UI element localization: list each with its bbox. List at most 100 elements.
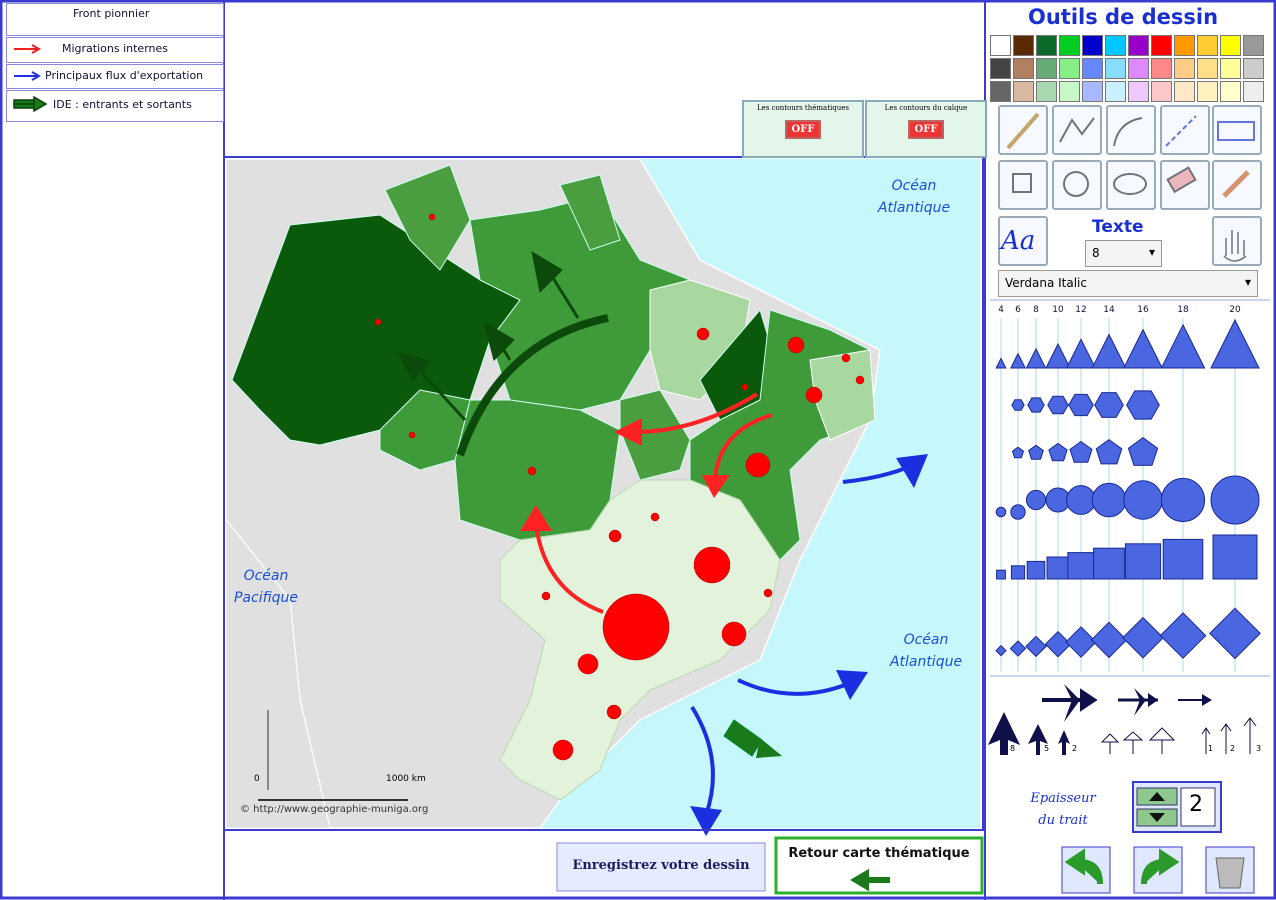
color-swatch[interactable]	[1220, 35, 1241, 56]
square-shape[interactable]	[996, 569, 1006, 580]
pentagon-shape[interactable]	[1011, 446, 1025, 459]
color-swatch[interactable]	[1059, 81, 1080, 102]
color-swatch[interactable]	[990, 58, 1011, 79]
color-swatch[interactable]	[1151, 35, 1172, 56]
color-swatch[interactable]	[1197, 35, 1218, 56]
color-swatch[interactable]	[1105, 81, 1126, 102]
square-shape[interactable]	[1093, 547, 1125, 580]
pentagon-shape[interactable]	[1048, 442, 1068, 462]
color-swatch[interactable]	[1013, 81, 1034, 102]
triangle-shape[interactable]	[1210, 318, 1260, 369]
tool-button[interactable]	[1052, 105, 1102, 155]
hexagon-shape[interactable]	[1047, 395, 1069, 415]
diamond-shape[interactable]	[1122, 616, 1164, 659]
tool-button[interactable]	[1212, 216, 1262, 266]
diamond-shape[interactable]	[1065, 626, 1097, 658]
color-swatch[interactable]	[1105, 35, 1126, 56]
hexagon-shape[interactable]	[1126, 390, 1160, 420]
color-swatch[interactable]	[1174, 58, 1195, 79]
triangle-shape[interactable]	[1045, 342, 1071, 369]
toggle[interactable]: Les contours thématiques OFF	[742, 100, 864, 158]
diamond-shape[interactable]	[1209, 607, 1261, 660]
color-swatch[interactable]	[1243, 81, 1264, 102]
toggle-state[interactable]: OFF	[907, 120, 945, 139]
square-shape[interactable]	[1026, 560, 1046, 580]
color-swatch[interactable]	[1151, 58, 1172, 79]
tool-button[interactable]	[1160, 160, 1210, 210]
circle-shape[interactable]	[1091, 482, 1127, 518]
hexagon-shape[interactable]	[1027, 397, 1045, 413]
hexagon-shape[interactable]	[1011, 399, 1025, 411]
tool-button[interactable]	[998, 160, 1048, 210]
color-swatch[interactable]	[1128, 35, 1149, 56]
color-swatch[interactable]	[1174, 35, 1195, 56]
diamond-shape[interactable]	[1090, 621, 1128, 659]
color-swatch[interactable]	[1082, 35, 1103, 56]
triangle-shape[interactable]	[1160, 323, 1206, 369]
pentagon-shape[interactable]	[1028, 444, 1044, 460]
color-swatch[interactable]	[990, 81, 1011, 102]
back-button[interactable]	[774, 836, 984, 895]
color-swatch[interactable]	[1082, 58, 1103, 79]
tool-button[interactable]	[998, 216, 1048, 266]
tool-button[interactable]	[1052, 160, 1102, 210]
font-select[interactable]: Verdana Italic ▾	[998, 270, 1258, 297]
pentagon-shape[interactable]	[1069, 440, 1093, 463]
circle-shape[interactable]	[1010, 504, 1026, 520]
color-swatch[interactable]	[1036, 81, 1057, 102]
diamond-shape[interactable]	[995, 644, 1007, 657]
circle-shape[interactable]	[1210, 475, 1260, 525]
color-swatch[interactable]	[1013, 35, 1034, 56]
tool-button[interactable]	[1106, 105, 1156, 155]
tool-button[interactable]	[1212, 160, 1262, 210]
hexagon-shape[interactable]	[1068, 393, 1094, 417]
color-swatch[interactable]	[1220, 81, 1241, 102]
pentagon-shape[interactable]	[1127, 436, 1159, 466]
square-shape[interactable]	[1067, 552, 1095, 580]
color-swatch[interactable]	[1036, 35, 1057, 56]
toggle-state[interactable]: OFF	[784, 120, 822, 139]
circle-shape[interactable]	[1025, 489, 1047, 511]
circle-shape[interactable]	[1066, 485, 1096, 515]
triangle-shape[interactable]	[1025, 347, 1047, 369]
square-shape[interactable]	[1010, 565, 1026, 580]
color-swatch[interactable]	[1151, 81, 1172, 102]
square-shape[interactable]	[1162, 538, 1204, 580]
color-swatch[interactable]	[1128, 81, 1149, 102]
toggle[interactable]: Les contours du calque OFF	[865, 100, 987, 158]
diamond-shape[interactable]	[1025, 635, 1047, 658]
color-swatch[interactable]	[990, 35, 1011, 56]
triangle-shape[interactable]	[1122, 328, 1164, 369]
pentagon-shape[interactable]	[1095, 438, 1123, 465]
circle-shape[interactable]	[995, 506, 1007, 518]
color-swatch[interactable]	[1174, 81, 1195, 102]
tool-button[interactable]	[1212, 105, 1262, 155]
color-swatch[interactable]	[1220, 58, 1241, 79]
triangle-shape[interactable]	[995, 357, 1007, 369]
square-shape[interactable]	[1124, 543, 1162, 580]
triangle-shape[interactable]	[1009, 352, 1027, 369]
save-button[interactable]	[556, 842, 766, 892]
color-swatch[interactable]	[1059, 58, 1080, 79]
square-shape[interactable]	[1212, 534, 1258, 580]
hexagon-shape[interactable]	[1094, 392, 1124, 418]
diamond-shape[interactable]	[1009, 640, 1027, 657]
color-swatch[interactable]	[1197, 81, 1218, 102]
diamond-shape[interactable]	[1044, 630, 1072, 658]
color-swatch[interactable]	[1082, 81, 1103, 102]
color-swatch[interactable]	[1128, 58, 1149, 79]
color-swatch[interactable]	[1197, 58, 1218, 79]
color-swatch[interactable]	[1105, 58, 1126, 79]
color-swatch[interactable]	[1036, 58, 1057, 79]
tool-button[interactable]	[1160, 105, 1210, 155]
triangle-shape[interactable]	[1091, 333, 1127, 369]
circle-shape[interactable]	[1123, 480, 1163, 520]
triangle-shape[interactable]	[1065, 338, 1097, 369]
diamond-shape[interactable]	[1159, 612, 1207, 659]
font-size-select[interactable]: 8 ▾	[1085, 240, 1162, 267]
color-swatch[interactable]	[1243, 35, 1264, 56]
tool-button[interactable]	[998, 105, 1048, 155]
tool-button[interactable]	[1106, 160, 1156, 210]
color-swatch[interactable]	[1059, 35, 1080, 56]
color-swatch[interactable]	[1013, 58, 1034, 79]
